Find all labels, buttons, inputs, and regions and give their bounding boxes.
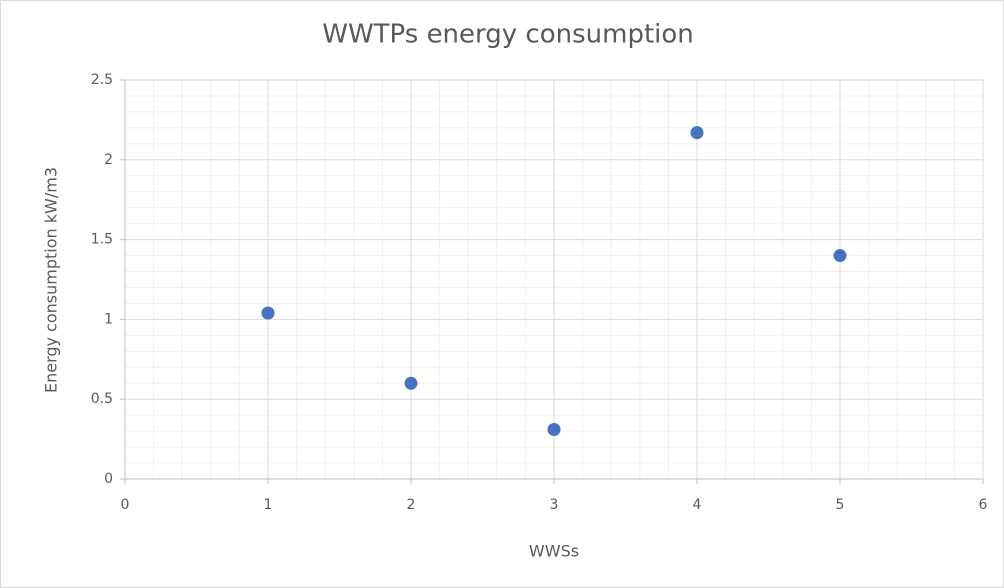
x-tick-label: 5 xyxy=(836,497,845,513)
point xyxy=(833,249,847,263)
point xyxy=(261,306,275,320)
y-tick-label: 0.5 xyxy=(91,391,113,407)
point xyxy=(404,376,418,390)
chart-title: WWTPs energy consumption xyxy=(322,20,694,50)
y-tick-label: 1 xyxy=(104,311,113,327)
x-tick-label: 6 xyxy=(979,497,988,513)
y-tick-label: 2 xyxy=(104,152,113,168)
y-tick-label: 2.5 xyxy=(91,72,113,88)
y-tick-label: 1.5 xyxy=(91,232,113,248)
x-tick-label: 3 xyxy=(550,497,559,513)
point xyxy=(690,126,704,140)
x-tick-label: 2 xyxy=(407,497,416,513)
y-tick-label: 0 xyxy=(104,471,113,487)
x-tick-label: 1 xyxy=(264,497,273,513)
point xyxy=(547,423,561,437)
x-tick-label: 0 xyxy=(121,497,130,513)
x-axis-title: WWSs xyxy=(529,542,579,561)
x-tick-label: 4 xyxy=(693,497,702,513)
y-axis-title: Energy consumption kW/m3 xyxy=(42,167,61,393)
